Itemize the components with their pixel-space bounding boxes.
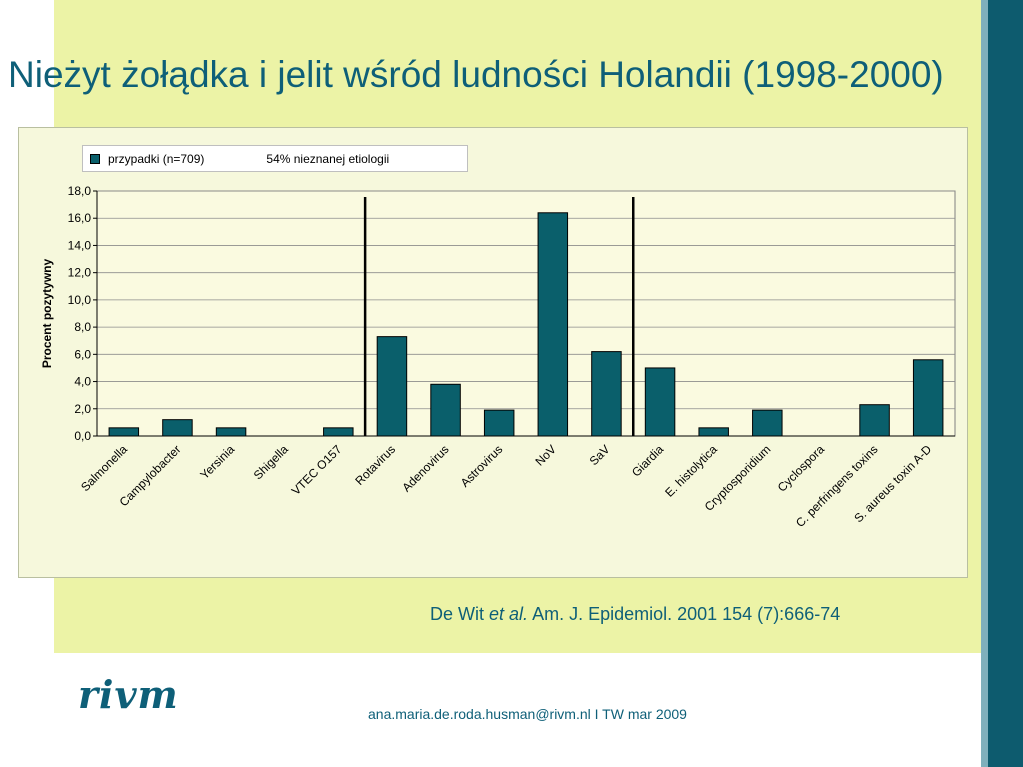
x-tick-label: Rotavirus [352,442,398,488]
bar-astrovirus [483,409,515,437]
bar-e-histolytica [698,427,729,437]
x-tick-label: NoV [533,442,559,468]
bar-rotavirus [376,336,408,437]
slide-title: Nieżyt żołądka i jelit wśród ludności Ho… [8,54,944,95]
legend-swatch [90,153,100,164]
x-tick-label: Shigella [251,442,291,482]
y-tick-label: 2,0 [74,402,91,416]
x-tick-label: SaV [587,442,613,468]
bar-cryptosporidium [752,409,783,437]
chart-area: 0,0 2,0 4,0 6,0 8,0 10,0 12,0 14,0 16,0 18,0 Proce… [18,127,968,578]
x-tick-label: Giardia [629,442,666,479]
citation: De Wit et al. Am. J. Epidemiol. 2001 154… [430,604,840,625]
citation-journal: Am. J. Epidemiol. 2001 154 (7):666-74 [532,604,841,624]
rivm-logo: rivm [78,672,179,717]
y-tick-label: 6,0 [74,347,91,361]
bar-salmonella [108,427,140,437]
bar-sav [591,351,622,437]
bar-chart: 0,0 2,0 4,0 6,0 8,0 10,0 12,0 14,0 16,0 18,0 Proce… [40,184,956,530]
y-tick-label: 4,0 [74,375,91,389]
bar-yersinia [215,427,247,437]
legend-series-label: przypadki (n=709) [108,151,205,166]
x-tick-label: Yersinia [197,442,237,482]
x-tick-label: Salmonella [78,442,130,494]
x-tick-label: E. histolytica [662,442,720,500]
citation-author: De Wit [430,604,484,624]
y-tick-label: 16,0 [68,211,92,225]
y-tick-label: 8,0 [74,320,91,334]
bar-nov [537,212,569,437]
y-tick-label: 14,0 [68,238,92,252]
y-tick-label: 18,0 [68,184,92,198]
citation-etal: et al. [489,604,529,624]
bar-adenovirus [430,383,461,437]
y-axis-label: Procent pozytywny [40,259,54,369]
chart-legend: przypadki (n=709) 54% nieznanej etiologi… [82,145,468,172]
x-tick-label: VTEC O157 [289,442,345,498]
x-tick-label: Adenovirus [399,442,451,494]
bar-giardia [644,367,676,437]
x-tick-label: Astrovirus [458,442,506,490]
y-tick-label: 12,0 [68,266,92,280]
y-tick-label: 10,0 [68,293,92,307]
footer-contact: ana.maria.de.roda.husman@rivm.nl I TW ma… [368,706,687,722]
legend-note: 54% nieznanej etiologii [266,151,390,166]
bar-c-perfringens-toxins [859,404,890,437]
right-accent-bar [981,0,1023,767]
bar-s-aureus-toxin-a-d [912,359,944,437]
plot-area [96,190,956,437]
y-tick-label: 0,0 [74,429,91,443]
bar-vtec-o157 [323,427,354,437]
x-tick-label: Cyclospora [775,442,828,495]
bar-campylobacter [162,419,193,437]
